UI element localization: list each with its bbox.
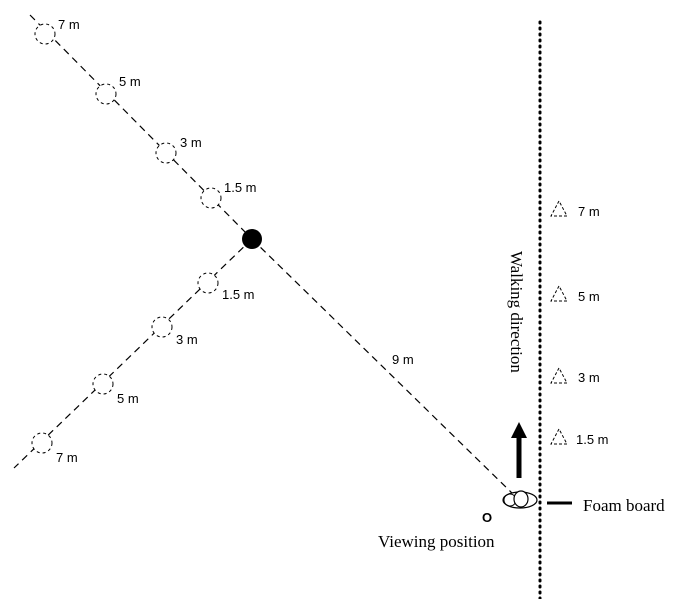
lower-target-circle-3m xyxy=(151,316,173,338)
triangle-marker-3m xyxy=(550,366,568,384)
triangle-label-1-5m: 1.5 m xyxy=(576,432,609,447)
walking-direction-label: Walking direction xyxy=(507,251,526,373)
upper-target-circle-1-5m xyxy=(200,187,222,209)
viewing-position-label: Viewing position xyxy=(378,532,495,551)
lower-left-dashed-path xyxy=(13,238,253,469)
lower-label-5m: 5 m xyxy=(117,391,139,406)
lower-target-circle-7m xyxy=(31,432,53,454)
triangle-marker-7m xyxy=(550,199,568,217)
triangle-label-5m: 5 m xyxy=(578,289,600,304)
upper-label-3m: 3 m xyxy=(180,135,202,150)
lower-target-circle-1-5m xyxy=(197,272,219,294)
upper-left-dashed-path xyxy=(29,14,253,240)
upper-target-circle-7m xyxy=(34,23,56,45)
triangle-label-7m: 7 m xyxy=(578,204,600,219)
center-target-dot xyxy=(242,229,262,249)
triangle-marker-5m xyxy=(550,284,568,302)
upper-label-1-5m: 1.5 m xyxy=(224,180,257,195)
viewer-head xyxy=(513,490,529,508)
walking-arrow-head xyxy=(511,422,527,438)
upper-label-5m: 5 m xyxy=(119,74,141,89)
lower-target-circle-5m xyxy=(92,373,114,395)
upper-target-circle-5m xyxy=(95,83,117,105)
triangle-label-3m: 3 m xyxy=(578,370,600,385)
nine-meter-dashed-path xyxy=(251,238,516,497)
origin-label: O xyxy=(482,510,492,525)
foam-board-label: Foam board xyxy=(583,496,665,515)
upper-label-7m: 7 m xyxy=(58,17,80,32)
lower-label-7m: 7 m xyxy=(56,450,78,465)
upper-target-circle-3m xyxy=(155,142,177,164)
lower-label-1-5m: 1.5 m xyxy=(222,287,255,302)
nine-meter-label: 9 m xyxy=(392,352,414,367)
lower-label-3m: 3 m xyxy=(176,332,198,347)
triangle-marker-1-5m xyxy=(550,427,568,445)
